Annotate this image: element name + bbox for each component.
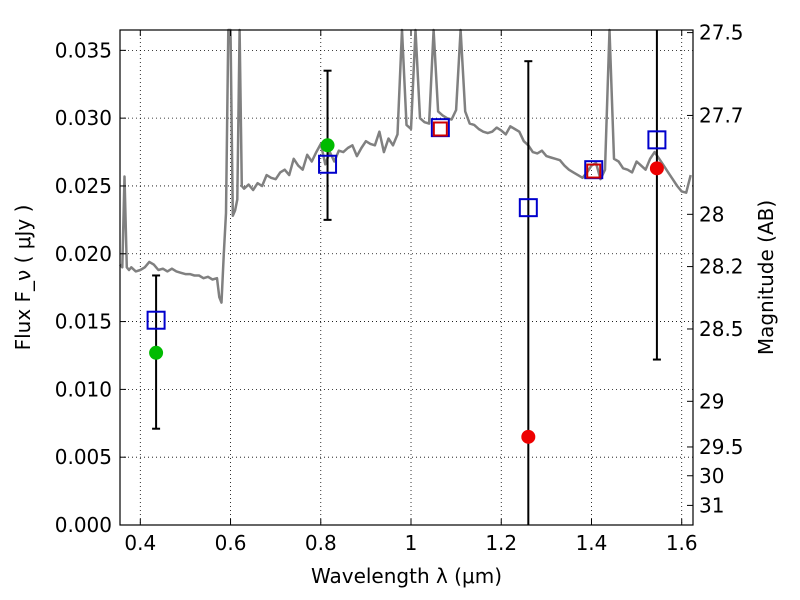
plot-frame	[119, 29, 694, 526]
spectrum-layer	[119, 28, 692, 304]
blue-square-marker	[518, 198, 538, 218]
y-tick-label: 0.005	[55, 445, 112, 469]
mag-tick-label: 27.7	[699, 103, 744, 127]
mag-tick-label: 28.2	[699, 255, 744, 279]
mag-tick-label: 29	[699, 389, 724, 413]
marker-layer	[146, 118, 667, 444]
red-square-marker	[432, 121, 448, 137]
green-circle-marker	[320, 138, 335, 153]
blue-square-marker	[647, 130, 667, 150]
y-tick-label: 0.010	[55, 377, 112, 401]
blue-square-marker	[318, 154, 338, 174]
x-tick-label: 0.4	[124, 531, 156, 555]
y-tick-label: 0.035	[55, 38, 112, 62]
mag-tick-label: 27.5	[699, 21, 744, 45]
y-tick-label: 0.020	[55, 242, 112, 266]
blue-square-marker	[146, 310, 166, 330]
y-tick-label: 0.025	[55, 174, 112, 198]
mag-tick-label: 29.5	[699, 435, 744, 459]
x-tick-label: 0.8	[305, 531, 337, 555]
y-tick-label: 0.030	[55, 106, 112, 130]
red-circle-marker	[649, 161, 664, 176]
mag-tick-label: 28	[699, 202, 724, 226]
y-axis-right-title: Magnitude (AB)	[754, 200, 778, 355]
ticks: 0.4 0.6 0.8 1 1.2 1.4 1.6 0.000 0.005 0.010 0.015 0…	[55, 21, 744, 555]
grid	[120, 30, 693, 526]
y-tick-label: 0.000	[55, 513, 112, 537]
red-circle-marker	[521, 429, 536, 444]
x-axis-title: Wavelength λ (μm)	[311, 564, 502, 588]
y-tick-label: 0.015	[55, 310, 112, 334]
x-tick-label: 0.6	[215, 531, 247, 555]
spectrum-line	[119, 28, 692, 304]
x-tick-label: 1.6	[666, 531, 698, 555]
mag-tick-label: 28.5	[699, 317, 744, 341]
green-circle-marker	[149, 345, 164, 360]
x-tick-label: 1	[405, 531, 418, 555]
red-square-marker	[586, 163, 602, 179]
mag-tick-label: 31	[699, 493, 724, 517]
x-tick-label: 1.2	[485, 531, 517, 555]
x-tick-label: 1.4	[576, 531, 608, 555]
mag-tick-label: 30	[699, 464, 724, 488]
errorbar-layer	[152, 30, 661, 525]
y-axis-title: Flux F_ν ( μJy )	[11, 205, 35, 351]
